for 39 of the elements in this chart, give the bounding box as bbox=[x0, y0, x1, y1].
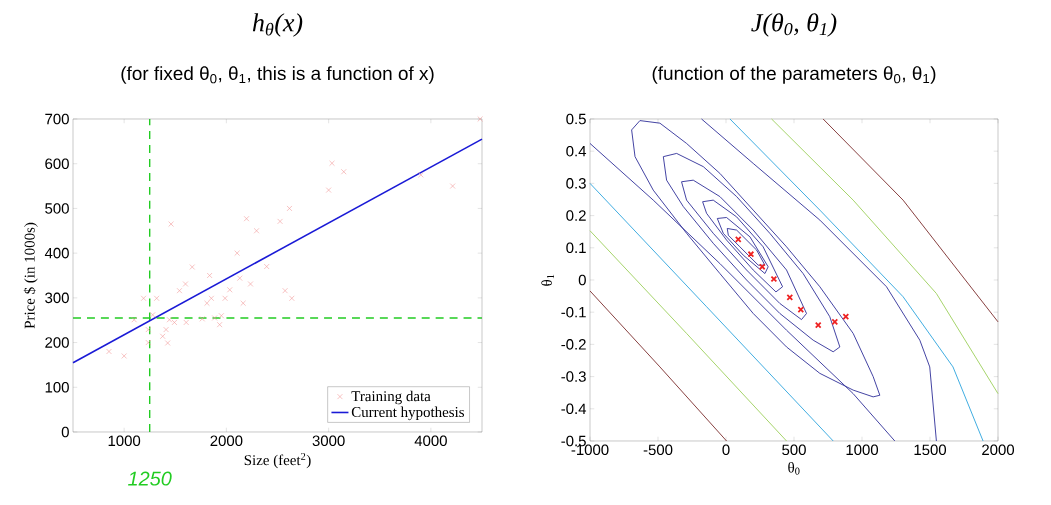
y-tick-label: 0.4 bbox=[566, 145, 587, 157]
x-tick-label: 4000 bbox=[414, 435, 447, 447]
y-tick-label: 400 bbox=[44, 247, 69, 259]
y-tick-label: 0.3 bbox=[566, 178, 586, 189]
chart-subtitle: (for fixed θ$_{0}$, θ$_{1}$, this is a function of x) bbox=[121, 66, 434, 84]
y-tick-label: -0.4 bbox=[561, 403, 587, 415]
y-tick-label: 0.5 bbox=[566, 113, 586, 125]
x-axis-title: θ$_{0}$ bbox=[788, 461, 800, 475]
y-tick-label: 700 bbox=[45, 113, 69, 125]
x-tick-label: 500 bbox=[782, 444, 806, 456]
y-axis-title: θ$_{1}$ bbox=[541, 274, 554, 286]
y-tick-label: 500 bbox=[45, 203, 69, 214]
y-tick-label: -0.3 bbox=[561, 371, 586, 382]
chart-title: h$_{θ}$(x) bbox=[252, 13, 303, 37]
x-tick-label: 1000 bbox=[108, 435, 141, 447]
y-tick-label: 0 bbox=[61, 426, 69, 438]
y-axis-title: Price $ (in 1000s) bbox=[23, 222, 38, 329]
x-tick-label: 2000 bbox=[982, 444, 1015, 456]
y-tick-label: 0 bbox=[578, 274, 586, 286]
chart-title: J(θ$_{0}$, θ$_{1}$) bbox=[751, 13, 837, 37]
y-tick-label: -0.2 bbox=[561, 339, 586, 350]
legend-label: Training data bbox=[351, 390, 431, 405]
y-tick-label: 100 bbox=[45, 381, 69, 393]
x-tick-label: 2000 bbox=[210, 435, 243, 447]
y-tick-label: -0.1 bbox=[561, 306, 586, 318]
y-tick-label: 200 bbox=[45, 337, 69, 348]
x-tick-label: 0 bbox=[722, 444, 730, 456]
x-tick-label: -500 bbox=[643, 444, 673, 456]
x-tick-label: 1500 bbox=[914, 444, 947, 456]
x-tick-label: 1000 bbox=[846, 444, 879, 456]
legend-label: Current hypothesis bbox=[351, 406, 464, 421]
x-axis-title: Size (feet$^{2}$) bbox=[244, 452, 311, 469]
annotation: 1250 bbox=[128, 471, 172, 486]
chart-subtitle: (function of the parameters θ$_{0}$, θ$_{1}$) bbox=[652, 66, 936, 84]
y-tick-label: 300 bbox=[45, 292, 69, 304]
x-tick-label: 3000 bbox=[312, 435, 345, 447]
y-tick-label: 0.1 bbox=[566, 242, 586, 254]
y-tick-label: 600 bbox=[45, 158, 69, 169]
y-tick-label: 0.2 bbox=[566, 210, 586, 221]
